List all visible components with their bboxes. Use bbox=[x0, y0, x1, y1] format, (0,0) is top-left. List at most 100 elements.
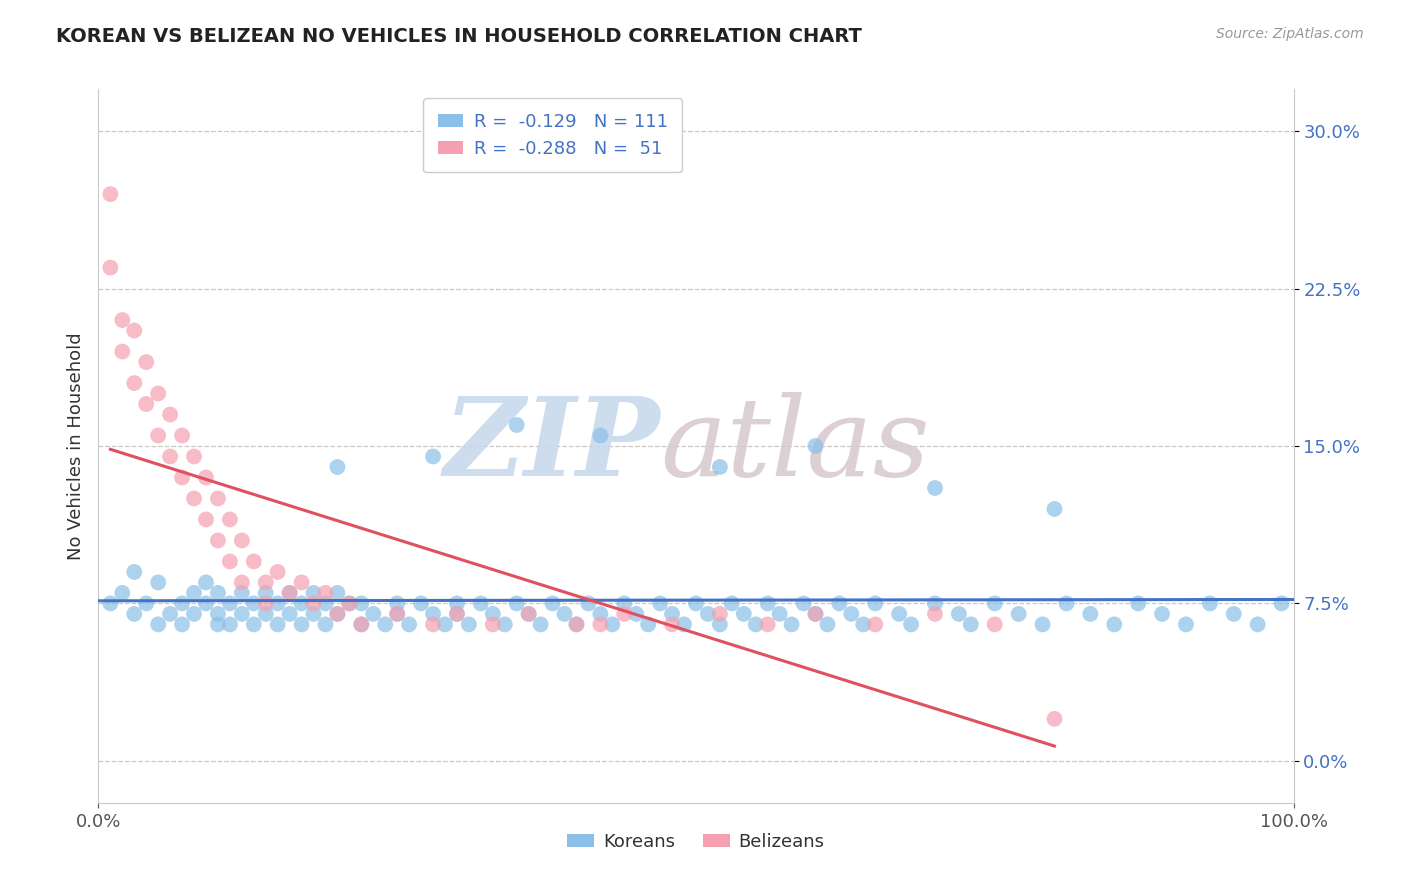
Point bbox=[339, 596, 361, 610]
Point bbox=[148, 575, 170, 590]
Point bbox=[219, 617, 242, 632]
Point bbox=[494, 617, 516, 632]
Point bbox=[865, 617, 887, 632]
Point bbox=[565, 617, 588, 632]
Point bbox=[780, 617, 803, 632]
Point bbox=[254, 586, 277, 600]
Point bbox=[124, 376, 146, 390]
Point bbox=[195, 512, 218, 526]
Point bbox=[124, 324, 146, 338]
Point bbox=[924, 596, 946, 610]
Point bbox=[195, 596, 218, 610]
Point bbox=[135, 397, 157, 411]
Point bbox=[673, 617, 696, 632]
Point bbox=[1032, 617, 1054, 632]
Point bbox=[1247, 617, 1270, 632]
Point bbox=[709, 607, 731, 621]
Point bbox=[148, 617, 170, 632]
Point bbox=[446, 607, 468, 621]
Point bbox=[626, 607, 648, 621]
Point bbox=[291, 575, 314, 590]
Point bbox=[756, 596, 779, 610]
Point bbox=[243, 596, 266, 610]
Point bbox=[98, 187, 122, 202]
Point bbox=[267, 565, 290, 579]
Point bbox=[231, 575, 253, 590]
Point bbox=[254, 575, 277, 590]
Point bbox=[661, 617, 683, 632]
Point bbox=[1175, 617, 1198, 632]
Point bbox=[111, 313, 134, 327]
Point bbox=[350, 617, 373, 632]
Point bbox=[458, 617, 481, 632]
Point bbox=[1104, 617, 1126, 632]
Point bbox=[924, 481, 946, 495]
Point bbox=[697, 607, 720, 621]
Point bbox=[517, 607, 540, 621]
Point bbox=[517, 607, 540, 621]
Point bbox=[231, 533, 253, 548]
Point bbox=[565, 617, 588, 632]
Point bbox=[207, 607, 229, 621]
Point bbox=[804, 607, 827, 621]
Point bbox=[363, 607, 385, 621]
Point bbox=[768, 607, 790, 621]
Point bbox=[183, 450, 205, 464]
Point bbox=[148, 428, 170, 442]
Point bbox=[793, 596, 815, 610]
Point bbox=[613, 607, 636, 621]
Point bbox=[219, 554, 242, 568]
Point bbox=[315, 596, 337, 610]
Point bbox=[98, 596, 122, 610]
Point bbox=[291, 596, 314, 610]
Point bbox=[172, 596, 194, 610]
Point bbox=[589, 428, 612, 442]
Point bbox=[172, 428, 194, 442]
Point bbox=[1056, 596, 1078, 610]
Point bbox=[183, 586, 205, 600]
Point bbox=[374, 617, 396, 632]
Point bbox=[172, 617, 194, 632]
Point bbox=[326, 586, 349, 600]
Point bbox=[219, 596, 242, 610]
Point bbox=[1199, 596, 1222, 610]
Point bbox=[530, 617, 553, 632]
Point bbox=[302, 586, 325, 600]
Point bbox=[685, 596, 707, 610]
Text: Source: ZipAtlas.com: Source: ZipAtlas.com bbox=[1216, 27, 1364, 41]
Point bbox=[195, 575, 218, 590]
Point bbox=[315, 586, 337, 600]
Point bbox=[350, 596, 373, 610]
Point bbox=[1043, 502, 1066, 516]
Point bbox=[148, 386, 170, 401]
Point bbox=[1128, 596, 1150, 610]
Point bbox=[207, 533, 229, 548]
Point bbox=[948, 607, 970, 621]
Point bbox=[841, 607, 863, 621]
Point bbox=[385, 607, 409, 621]
Point bbox=[422, 617, 444, 632]
Point bbox=[578, 596, 600, 610]
Point bbox=[124, 607, 146, 621]
Text: ZIP: ZIP bbox=[443, 392, 661, 500]
Point bbox=[709, 617, 731, 632]
Point bbox=[350, 617, 373, 632]
Point bbox=[183, 491, 205, 506]
Point bbox=[589, 607, 612, 621]
Point bbox=[828, 596, 851, 610]
Point bbox=[207, 617, 229, 632]
Point bbox=[721, 596, 744, 610]
Point bbox=[745, 617, 768, 632]
Point bbox=[111, 586, 134, 600]
Point bbox=[302, 596, 325, 610]
Point bbox=[648, 596, 672, 610]
Point bbox=[815, 617, 838, 632]
Point bbox=[385, 596, 409, 610]
Point bbox=[111, 344, 134, 359]
Point bbox=[541, 596, 564, 610]
Point bbox=[207, 586, 229, 600]
Point bbox=[984, 617, 1007, 632]
Point bbox=[1152, 607, 1174, 621]
Point bbox=[326, 607, 349, 621]
Point bbox=[900, 617, 922, 632]
